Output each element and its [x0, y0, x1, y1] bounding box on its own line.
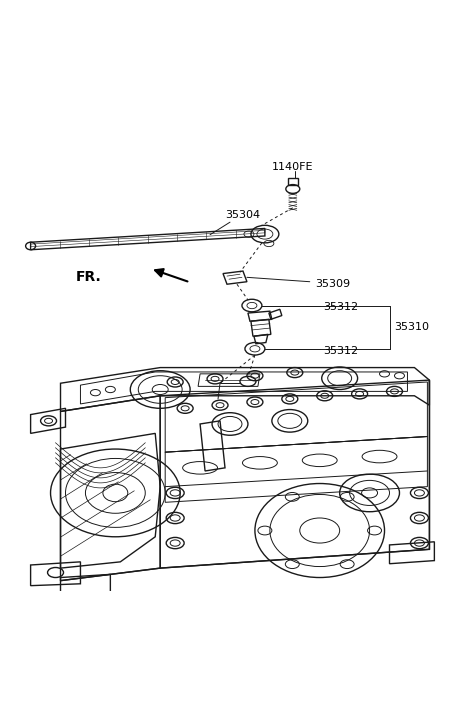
Text: 35312: 35312 — [323, 302, 358, 313]
Text: 1140FE: 1140FE — [272, 162, 314, 172]
Text: 35309: 35309 — [315, 278, 350, 289]
Text: 35312: 35312 — [323, 345, 358, 356]
Text: 35310: 35310 — [394, 322, 430, 332]
Text: 35304: 35304 — [225, 210, 260, 220]
Text: FR.: FR. — [75, 270, 101, 284]
